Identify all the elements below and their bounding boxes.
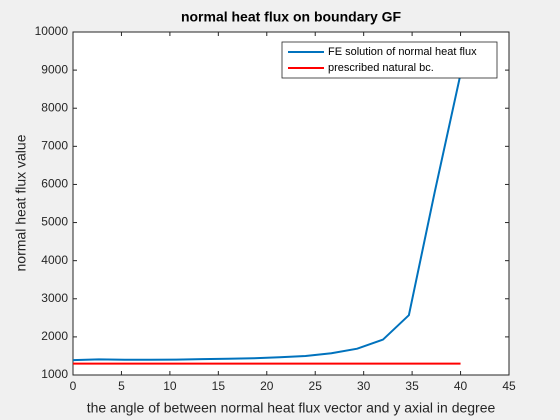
x-tick-label: 0 — [70, 379, 77, 393]
y-tick-label: 8000 — [41, 100, 68, 114]
y-tick-label: 5000 — [41, 215, 68, 229]
legend-label: FE solution of normal heat flux — [328, 46, 477, 58]
x-tick-label: 20 — [260, 379, 274, 393]
x-tick-label: 25 — [309, 379, 323, 393]
x-tick-label: 45 — [502, 379, 516, 393]
chart-title: normal heat flux on boundary GF — [181, 9, 402, 25]
x-tick-label: 10 — [163, 379, 177, 393]
x-tick-label: 5 — [118, 379, 125, 393]
y-tick-label: 7000 — [41, 139, 68, 153]
plot-area — [73, 32, 509, 375]
x-tick-label: 40 — [454, 379, 468, 393]
line-series — [72, 73, 462, 362]
x-axis-label: the angle of between normal heat flux ve… — [87, 400, 496, 416]
y-tick-label: 9000 — [41, 62, 68, 76]
legend-label: prescribed natural bc. — [328, 62, 434, 74]
y-tick-label: 4000 — [41, 253, 68, 267]
legend-box — [281, 41, 498, 79]
y-tick-label: 1000 — [41, 367, 68, 381]
y-tick-label: 6000 — [41, 177, 68, 191]
y-tick-label: 10000 — [35, 24, 69, 38]
axes-box — [72, 31, 510, 376]
x-tick-label: 15 — [212, 379, 226, 393]
y-tick-label: 2000 — [41, 329, 68, 343]
x-tick-label: 35 — [405, 379, 419, 393]
y-axis-label: normal heat flux value — [13, 134, 29, 271]
x-tick-label: 30 — [357, 379, 371, 393]
y-tick-label: 3000 — [41, 291, 68, 305]
